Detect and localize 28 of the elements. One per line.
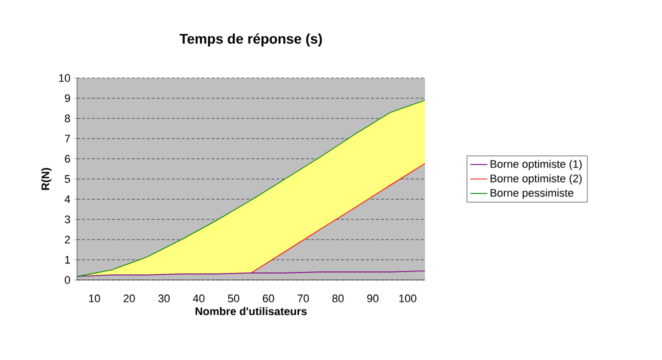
legend-label: Borne optimiste (1)	[490, 160, 582, 170]
x-tick-label: 70	[298, 294, 309, 302]
legend-label: Borne pessimiste	[490, 188, 574, 199]
chart-title: Temps de réponse (s)	[180, 33, 322, 46]
legend-label: Borne optimiste (2)	[490, 174, 582, 184]
y-tick-label: 2	[64, 236, 70, 244]
x-tick-label: 40	[192, 294, 204, 302]
y-axis-title: R(N)	[41, 168, 52, 190]
y-tick-label: 5	[64, 175, 70, 183]
x-tick-label: 60	[262, 294, 274, 302]
line-series	[250, 163, 426, 274]
y-tick-label: 1	[65, 256, 70, 264]
y-tick-label: 8	[64, 114, 70, 122]
x-tick-label: 90	[367, 294, 378, 302]
y-tick-label: 7	[64, 134, 70, 142]
x-tick-label: 80	[332, 294, 344, 302]
x-axis-title: Nombre d'utilisateurs	[196, 307, 307, 316]
x-tick-label: 30	[158, 294, 170, 302]
y-tick-label: 9	[64, 94, 70, 102]
y-tick-label: 4	[64, 195, 70, 203]
x-tick-label: 50	[228, 294, 240, 302]
x-tick-label: 100	[399, 294, 416, 302]
y-tick-label: 0	[64, 276, 70, 284]
x-tick-label: 10	[89, 294, 100, 302]
y-tick-label: 6	[64, 154, 70, 163]
y-tick-label: 3	[64, 216, 70, 224]
x-tick-label: 20	[124, 294, 135, 302]
y-tick-label: 10	[59, 74, 70, 82]
